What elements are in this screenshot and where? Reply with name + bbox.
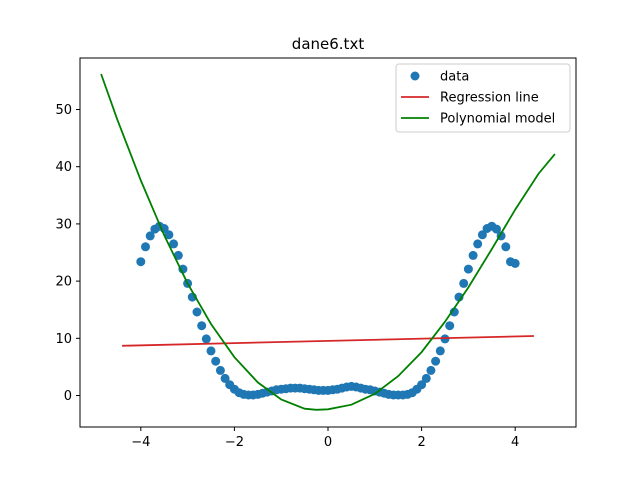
data-point [421,373,431,383]
data-point [201,334,211,344]
data-point [445,321,455,331]
data-point [141,242,150,252]
data-point [417,380,427,390]
series-line-2 [100,73,556,411]
x-tick-label: 0 [324,435,332,450]
legend: data Regression line Polynomial model [395,63,571,133]
legend-label-0: data [440,70,469,85]
data-point [426,365,436,375]
data-point [220,373,230,383]
y-tick-label: 20 [55,275,72,290]
data-point [468,250,478,260]
x-tick-label: 2 [417,435,425,450]
data-point [477,230,487,240]
data-point [192,307,202,317]
data-point [473,239,483,249]
x-tick-label: −4 [131,435,150,450]
y-tick-label: 50 [55,103,72,118]
data-point [435,346,445,356]
x-tick-label: 4 [511,435,519,450]
data-point [178,264,188,274]
chart-title: dane6.txt [292,35,365,53]
data-point [145,231,155,241]
data-point [211,356,221,366]
data-point [215,365,225,375]
data-point [459,278,469,288]
y-tick-label: 40 [55,160,72,175]
data-point [197,321,207,331]
y-tick-label: 10 [55,332,72,347]
data-point [510,258,520,268]
y-tick-label: 30 [55,217,72,232]
data-point [463,264,473,274]
data-point [501,242,511,252]
series-line-1 [122,335,534,347]
data-point [206,346,216,356]
y-tick-label: 0 [64,389,72,404]
legend-label-2: Polynomial model [440,112,555,127]
legend-swatch-0 [410,71,420,81]
data-point [431,356,441,366]
data-point [169,239,179,249]
data-point [449,307,459,317]
legend-box [395,63,571,133]
plot-area [100,73,556,411]
legend-label-1: Regression line [440,91,539,106]
data-point [136,257,146,267]
data-point [164,230,174,240]
x-tick-label: −2 [225,435,244,450]
data-point [492,224,501,234]
